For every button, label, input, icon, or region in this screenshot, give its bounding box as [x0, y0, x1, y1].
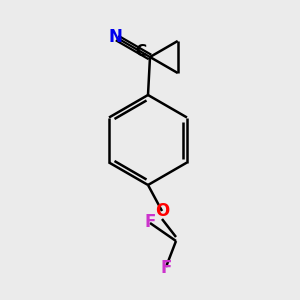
Text: F: F: [160, 259, 172, 277]
Text: C: C: [135, 44, 146, 59]
Text: F: F: [144, 213, 156, 231]
Text: N: N: [108, 28, 122, 46]
Text: O: O: [155, 202, 169, 220]
